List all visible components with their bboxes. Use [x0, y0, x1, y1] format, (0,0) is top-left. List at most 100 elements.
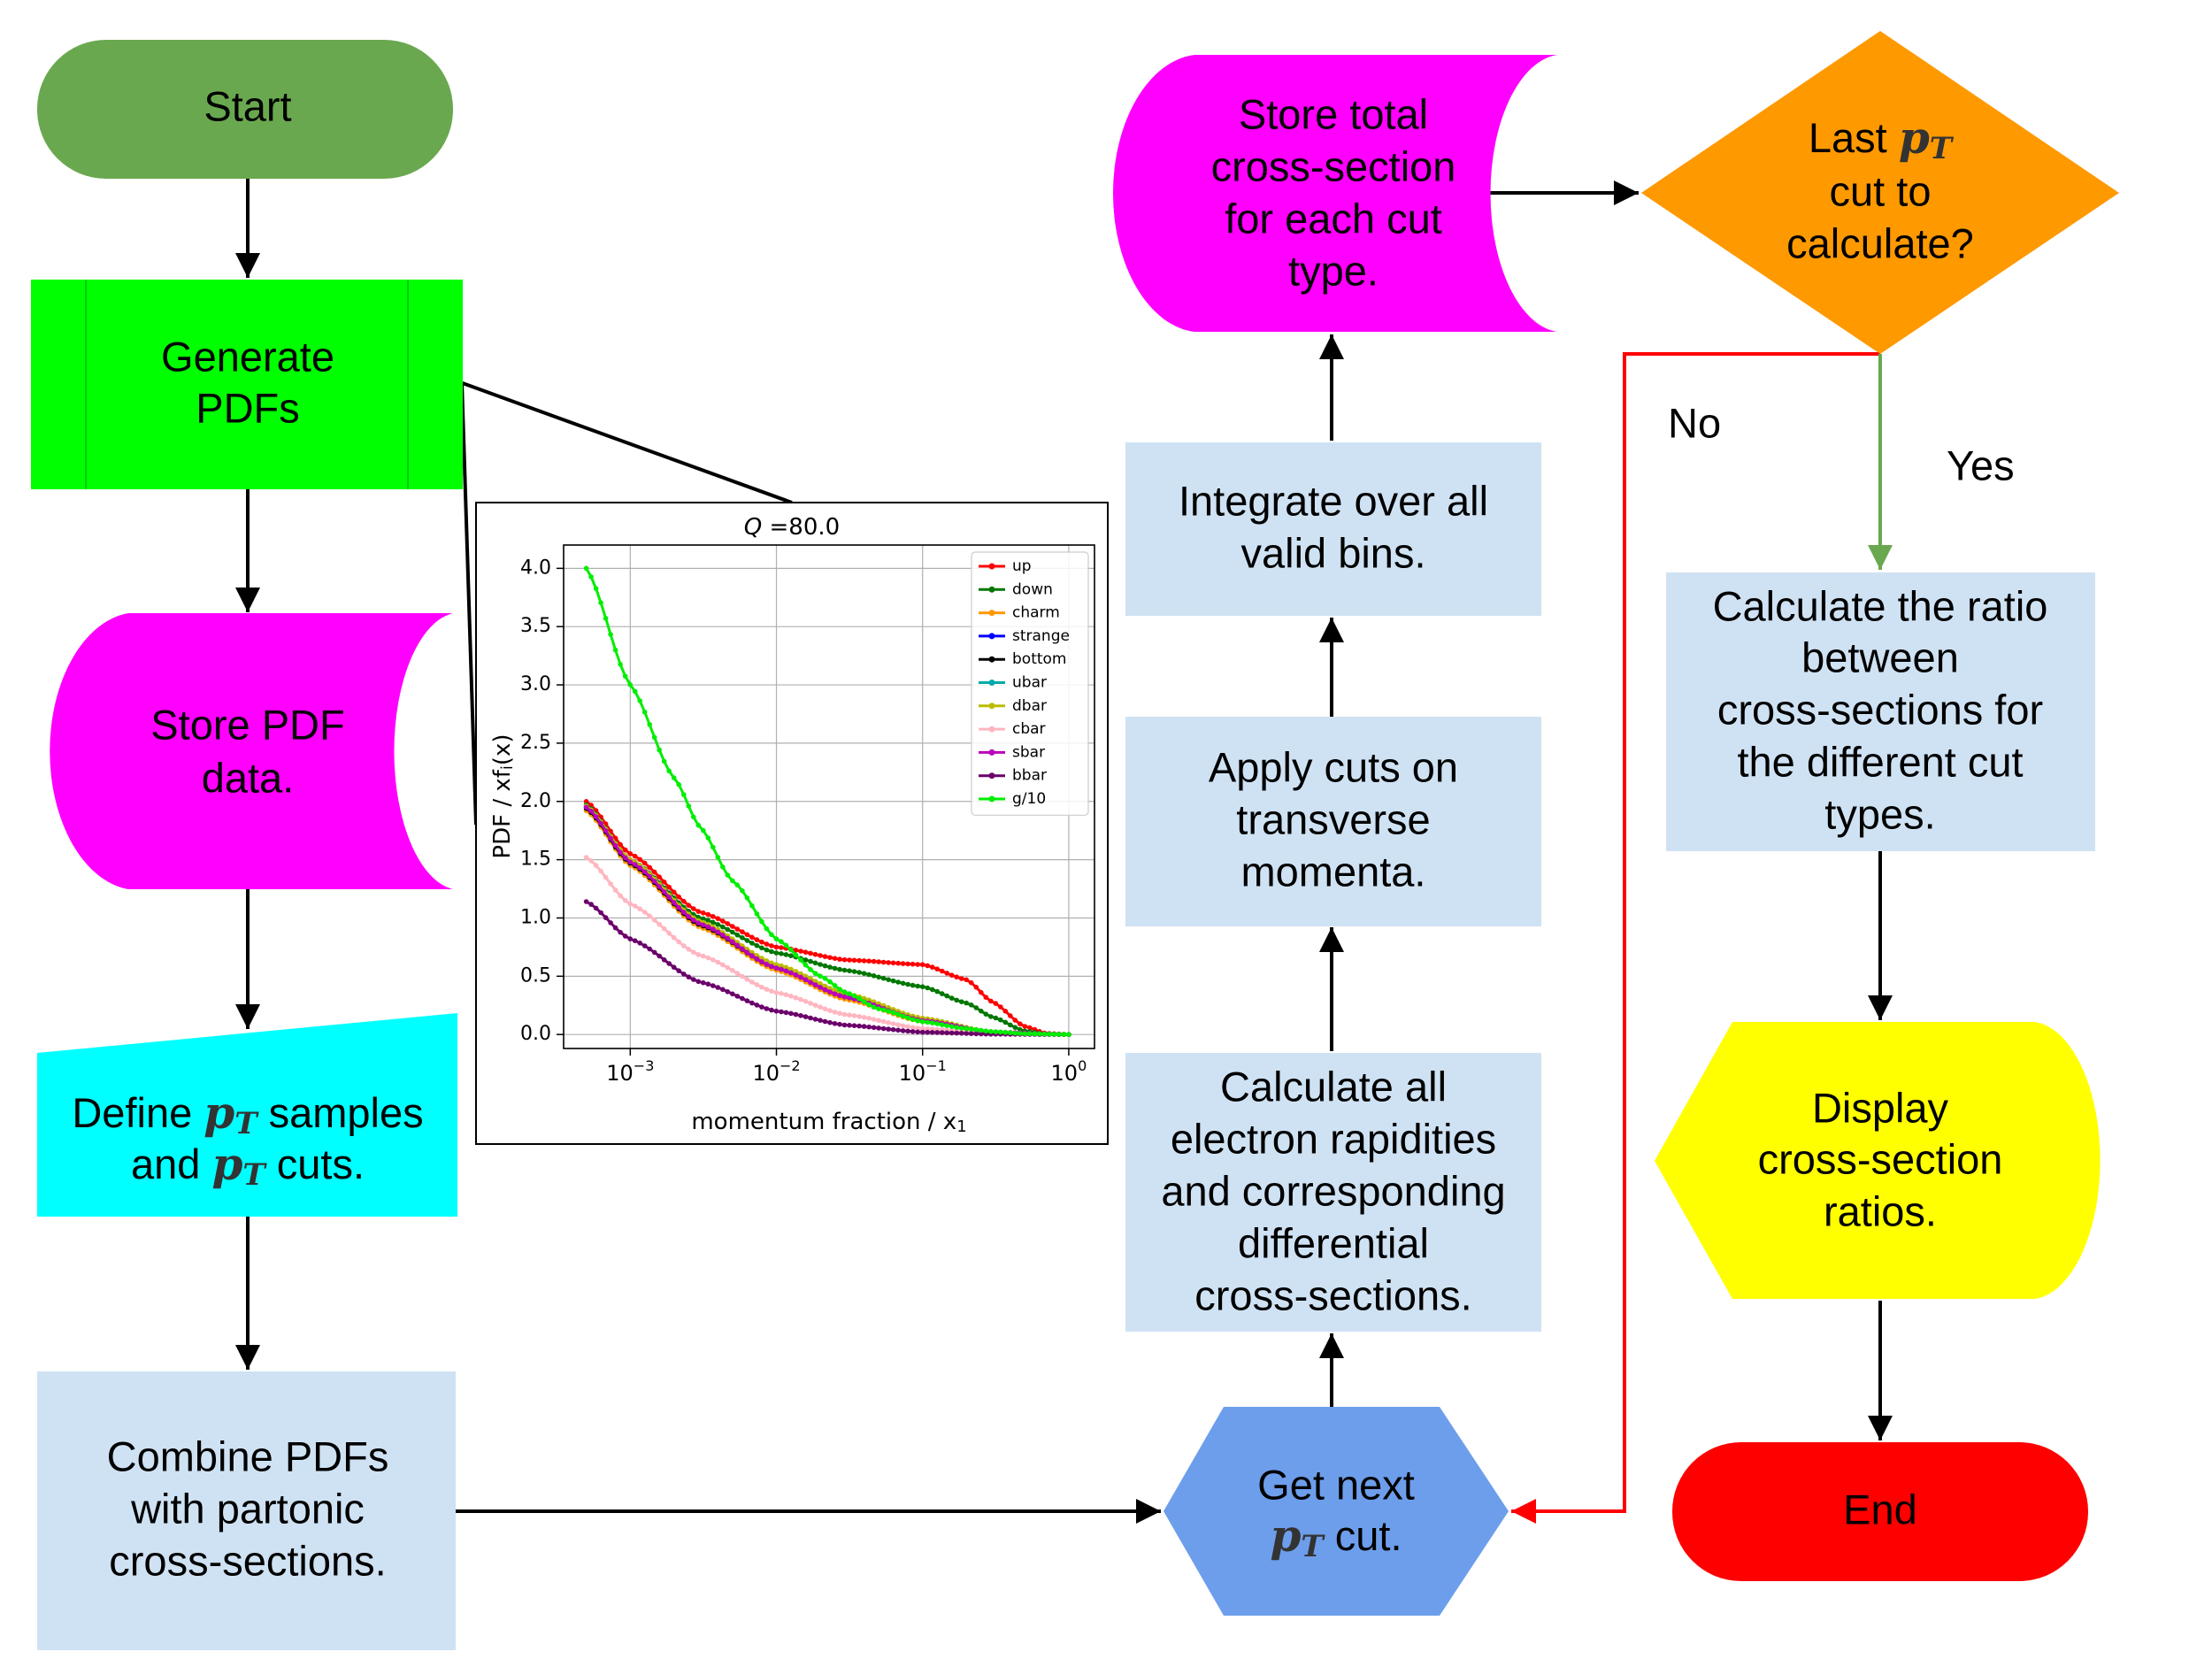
- apply-cuts-node: Apply cuts on transverse momenta.: [1125, 717, 1541, 926]
- series-point: [949, 1024, 955, 1029]
- series-point: [676, 939, 681, 945]
- series-point: [657, 953, 662, 959]
- series-point: [725, 926, 731, 933]
- series-point: [803, 998, 809, 1004]
- series-point: [847, 1012, 852, 1018]
- series-point: [666, 961, 672, 966]
- series-point: [788, 1010, 794, 1017]
- series-point: [779, 945, 784, 950]
- decision-line-2: cut to: [1830, 167, 1932, 214]
- series-point: [886, 960, 891, 965]
- series-point: [876, 959, 881, 964]
- series-point: [895, 1011, 901, 1018]
- chart-title: Q =80.0: [744, 514, 840, 541]
- series-point: [929, 1030, 935, 1035]
- series-point: [661, 879, 667, 885]
- series-point: [886, 977, 891, 982]
- legend-label: strange: [1012, 627, 1070, 645]
- series-point: [890, 1026, 896, 1033]
- series-point: [1012, 1030, 1018, 1036]
- legend-entry: up: [979, 557, 1032, 575]
- series-point: [603, 874, 609, 880]
- series-point: [759, 959, 764, 964]
- legend-marker: [988, 680, 995, 686]
- series-point: [988, 1029, 994, 1034]
- series-point: [856, 1023, 862, 1029]
- series-point: [808, 1015, 813, 1021]
- legend-entry: down: [979, 580, 1053, 598]
- combine-pdfs-line-2: with partonic: [130, 1485, 365, 1532]
- series-point: [832, 965, 838, 972]
- series-point: [818, 973, 823, 979]
- series-point: [793, 969, 799, 974]
- series-point: [744, 949, 750, 956]
- legend-box: [971, 551, 1089, 816]
- series-point: [651, 879, 657, 884]
- series-point: [783, 992, 789, 997]
- combine-pdfs-node: Combine PDFs with partonic cross-section…: [37, 1371, 456, 1650]
- series-point: [681, 898, 687, 904]
- legend-label: dbar: [1012, 697, 1047, 715]
- series-point: [798, 974, 803, 980]
- series-point: [983, 1028, 989, 1033]
- series-point: [710, 957, 716, 963]
- series-point: [822, 976, 828, 981]
- series-point: [1018, 1031, 1023, 1036]
- series-point: [798, 1013, 803, 1018]
- series-point: [686, 902, 692, 908]
- series-point: [929, 987, 935, 993]
- series-point: [925, 963, 930, 969]
- series-point: [837, 966, 842, 972]
- end-shape: [1672, 1442, 2088, 1581]
- series-point: [754, 942, 760, 949]
- series-point: [993, 1001, 999, 1006]
- series-point: [759, 918, 764, 925]
- series-point: [925, 985, 930, 991]
- series-point: [730, 991, 735, 997]
- legend-label: cbar: [1012, 720, 1046, 738]
- series-point: [851, 1023, 857, 1028]
- series-point: [764, 1006, 770, 1011]
- series-point: [720, 918, 726, 924]
- calc-rapidities-line-2: electron rapidities: [1171, 1115, 1496, 1162]
- series-point: [749, 979, 755, 985]
- y-tick-label: 3.5: [520, 615, 551, 637]
- series-point: [681, 792, 687, 797]
- series-point: [661, 889, 667, 895]
- series-point: [710, 919, 716, 926]
- series-point: [866, 1024, 872, 1030]
- series-point: [822, 963, 828, 969]
- series-point: [856, 970, 862, 975]
- series-point: [612, 647, 618, 653]
- series-point: [822, 954, 828, 959]
- series-point: [657, 747, 662, 753]
- series-point: [919, 962, 926, 967]
- series-point: [759, 939, 764, 945]
- series-point: [725, 989, 731, 995]
- series-point: [910, 1029, 916, 1034]
- series-point: [676, 905, 681, 910]
- series-point: [841, 967, 848, 973]
- series-point: [1008, 1030, 1013, 1035]
- series-point: [764, 941, 770, 947]
- series-point: [710, 926, 716, 932]
- series-point: [832, 991, 838, 996]
- series-point: [618, 841, 623, 848]
- series-point: [773, 965, 780, 971]
- series-point: [973, 985, 979, 990]
- series-point: [832, 983, 838, 988]
- series-point: [964, 977, 969, 983]
- series-point: [671, 964, 677, 970]
- series-point: [705, 981, 711, 987]
- legend-entry: bottom: [979, 650, 1066, 668]
- series-point: [788, 953, 794, 958]
- series-point: [925, 1019, 930, 1025]
- series-point: [686, 914, 692, 919]
- store-pdf-shape: [50, 613, 454, 889]
- series-point: [720, 924, 726, 930]
- series-point: [900, 1023, 906, 1029]
- series-point: [779, 951, 784, 956]
- callout-line-lower: [460, 381, 478, 826]
- series-point: [812, 971, 818, 976]
- series-point: [900, 1028, 906, 1033]
